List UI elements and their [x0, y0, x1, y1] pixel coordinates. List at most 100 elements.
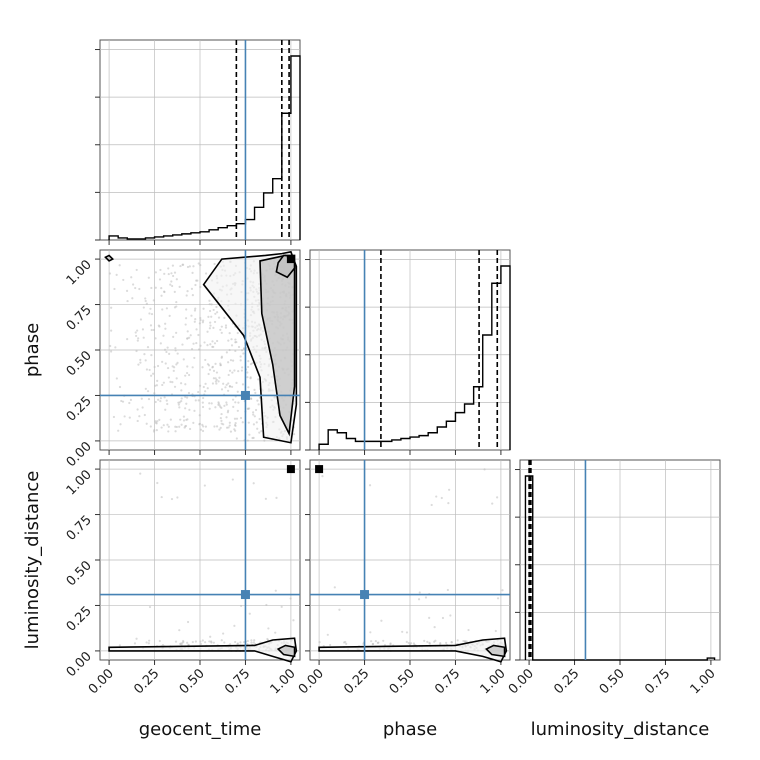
scatter-point — [187, 373, 191, 377]
scatter-point — [163, 396, 166, 399]
scatter-point — [210, 315, 213, 318]
scatter-point — [230, 338, 233, 341]
scatter-point — [233, 369, 236, 372]
scatter-point — [407, 641, 410, 645]
scatter-point — [199, 319, 202, 322]
scatter-point — [202, 385, 205, 389]
scatter-point — [193, 320, 196, 323]
density-peak — [315, 465, 324, 474]
scatter-point — [194, 307, 197, 310]
scatter-point — [145, 368, 149, 371]
scatter-point — [405, 640, 408, 643]
scatter-point — [168, 352, 171, 356]
scatter-point — [192, 421, 195, 424]
scatter-point — [158, 639, 161, 643]
scatter-point — [248, 612, 251, 615]
scatter-point — [194, 318, 197, 321]
scatter-point — [409, 642, 413, 645]
scatter-point — [206, 387, 209, 390]
scatter-point — [263, 439, 266, 442]
scatter-point — [188, 265, 191, 268]
scatter-point — [162, 424, 165, 427]
scatter-point — [145, 302, 148, 305]
scatter-point — [235, 381, 238, 385]
scatter-point — [129, 398, 133, 401]
scatter-point — [236, 409, 239, 412]
scatter-point — [206, 330, 209, 333]
scatter-point — [128, 416, 131, 419]
scatter-point — [234, 422, 237, 425]
scatter-point — [237, 345, 241, 349]
scatter-point — [210, 303, 213, 306]
scatter-point — [483, 468, 486, 471]
scatter-point — [248, 407, 251, 410]
scatter-point — [158, 418, 161, 421]
scatter-point — [430, 503, 433, 507]
scatter-point — [203, 341, 206, 344]
scatter-point — [146, 390, 150, 393]
scatter-point — [207, 364, 211, 367]
scatter-point — [236, 642, 240, 645]
scatter-point — [155, 384, 159, 387]
scatter-point — [215, 305, 218, 309]
scatter-point — [184, 323, 187, 326]
scatter-point — [171, 284, 174, 288]
scatter-point — [267, 627, 270, 630]
scatter-point — [239, 641, 242, 644]
scatter-point — [368, 484, 372, 487]
scatter-point — [247, 386, 250, 389]
scatter-point — [181, 263, 184, 266]
scatter-point — [133, 642, 137, 645]
hist-panel-luminosity-distance: 0.00 0.25 0.50 0.75 1.00 — [506, 459, 721, 697]
x-tick-label: 0.75 — [642, 666, 673, 697]
scatter-point — [496, 496, 499, 499]
scatter-point — [446, 588, 449, 592]
scatter-point — [171, 381, 174, 384]
scatter-point — [201, 401, 204, 404]
y-tick-label: 1.00 — [64, 257, 95, 288]
scatter-point — [206, 344, 209, 347]
scatter-point — [252, 482, 255, 485]
scatter-point — [228, 332, 231, 335]
scatter-point — [220, 406, 223, 409]
scatter-point — [162, 334, 165, 337]
hist-step-luminosity-distance — [524, 475, 716, 661]
scatter-point — [186, 265, 190, 269]
scatter-point — [194, 399, 197, 402]
scatter-point — [211, 345, 214, 348]
scatter-point — [160, 426, 163, 429]
scatter-point — [428, 642, 431, 645]
scatter-point — [494, 629, 497, 633]
scatter-point — [186, 620, 190, 624]
y-tick-label: 0.75 — [64, 513, 95, 544]
scatter-point — [239, 355, 242, 358]
scatter-point — [208, 309, 212, 313]
x-tick-label: 1.00 — [478, 666, 509, 697]
scatter-point — [228, 384, 232, 388]
y-tick-label: 0.00 — [64, 439, 95, 470]
hist-step-phase — [318, 265, 511, 450]
scatter-point — [176, 496, 179, 499]
scatter-point — [154, 286, 157, 289]
scatter-point — [135, 349, 138, 353]
scatter-point — [149, 307, 152, 310]
scatter-point — [140, 397, 143, 400]
scatter-point — [190, 287, 194, 290]
scatter-point — [228, 369, 232, 372]
scatter-point — [174, 640, 178, 643]
scatter-point — [147, 276, 150, 279]
scatter-point — [249, 377, 252, 380]
scatter-point — [198, 414, 201, 417]
scatter-point — [231, 478, 234, 481]
scatter-point — [208, 303, 211, 306]
scatter-point — [233, 624, 236, 627]
scatter-point — [195, 328, 198, 331]
scatter-point — [144, 359, 147, 362]
axis-labels: geocent_time phase luminosity_distance p… — [22, 323, 709, 740]
scatter-point — [257, 403, 260, 406]
scatter-point — [258, 417, 261, 421]
scatter-point — [209, 324, 212, 327]
scatter-point — [236, 390, 239, 393]
scatter-point — [197, 390, 200, 394]
scatter-point — [219, 426, 222, 429]
